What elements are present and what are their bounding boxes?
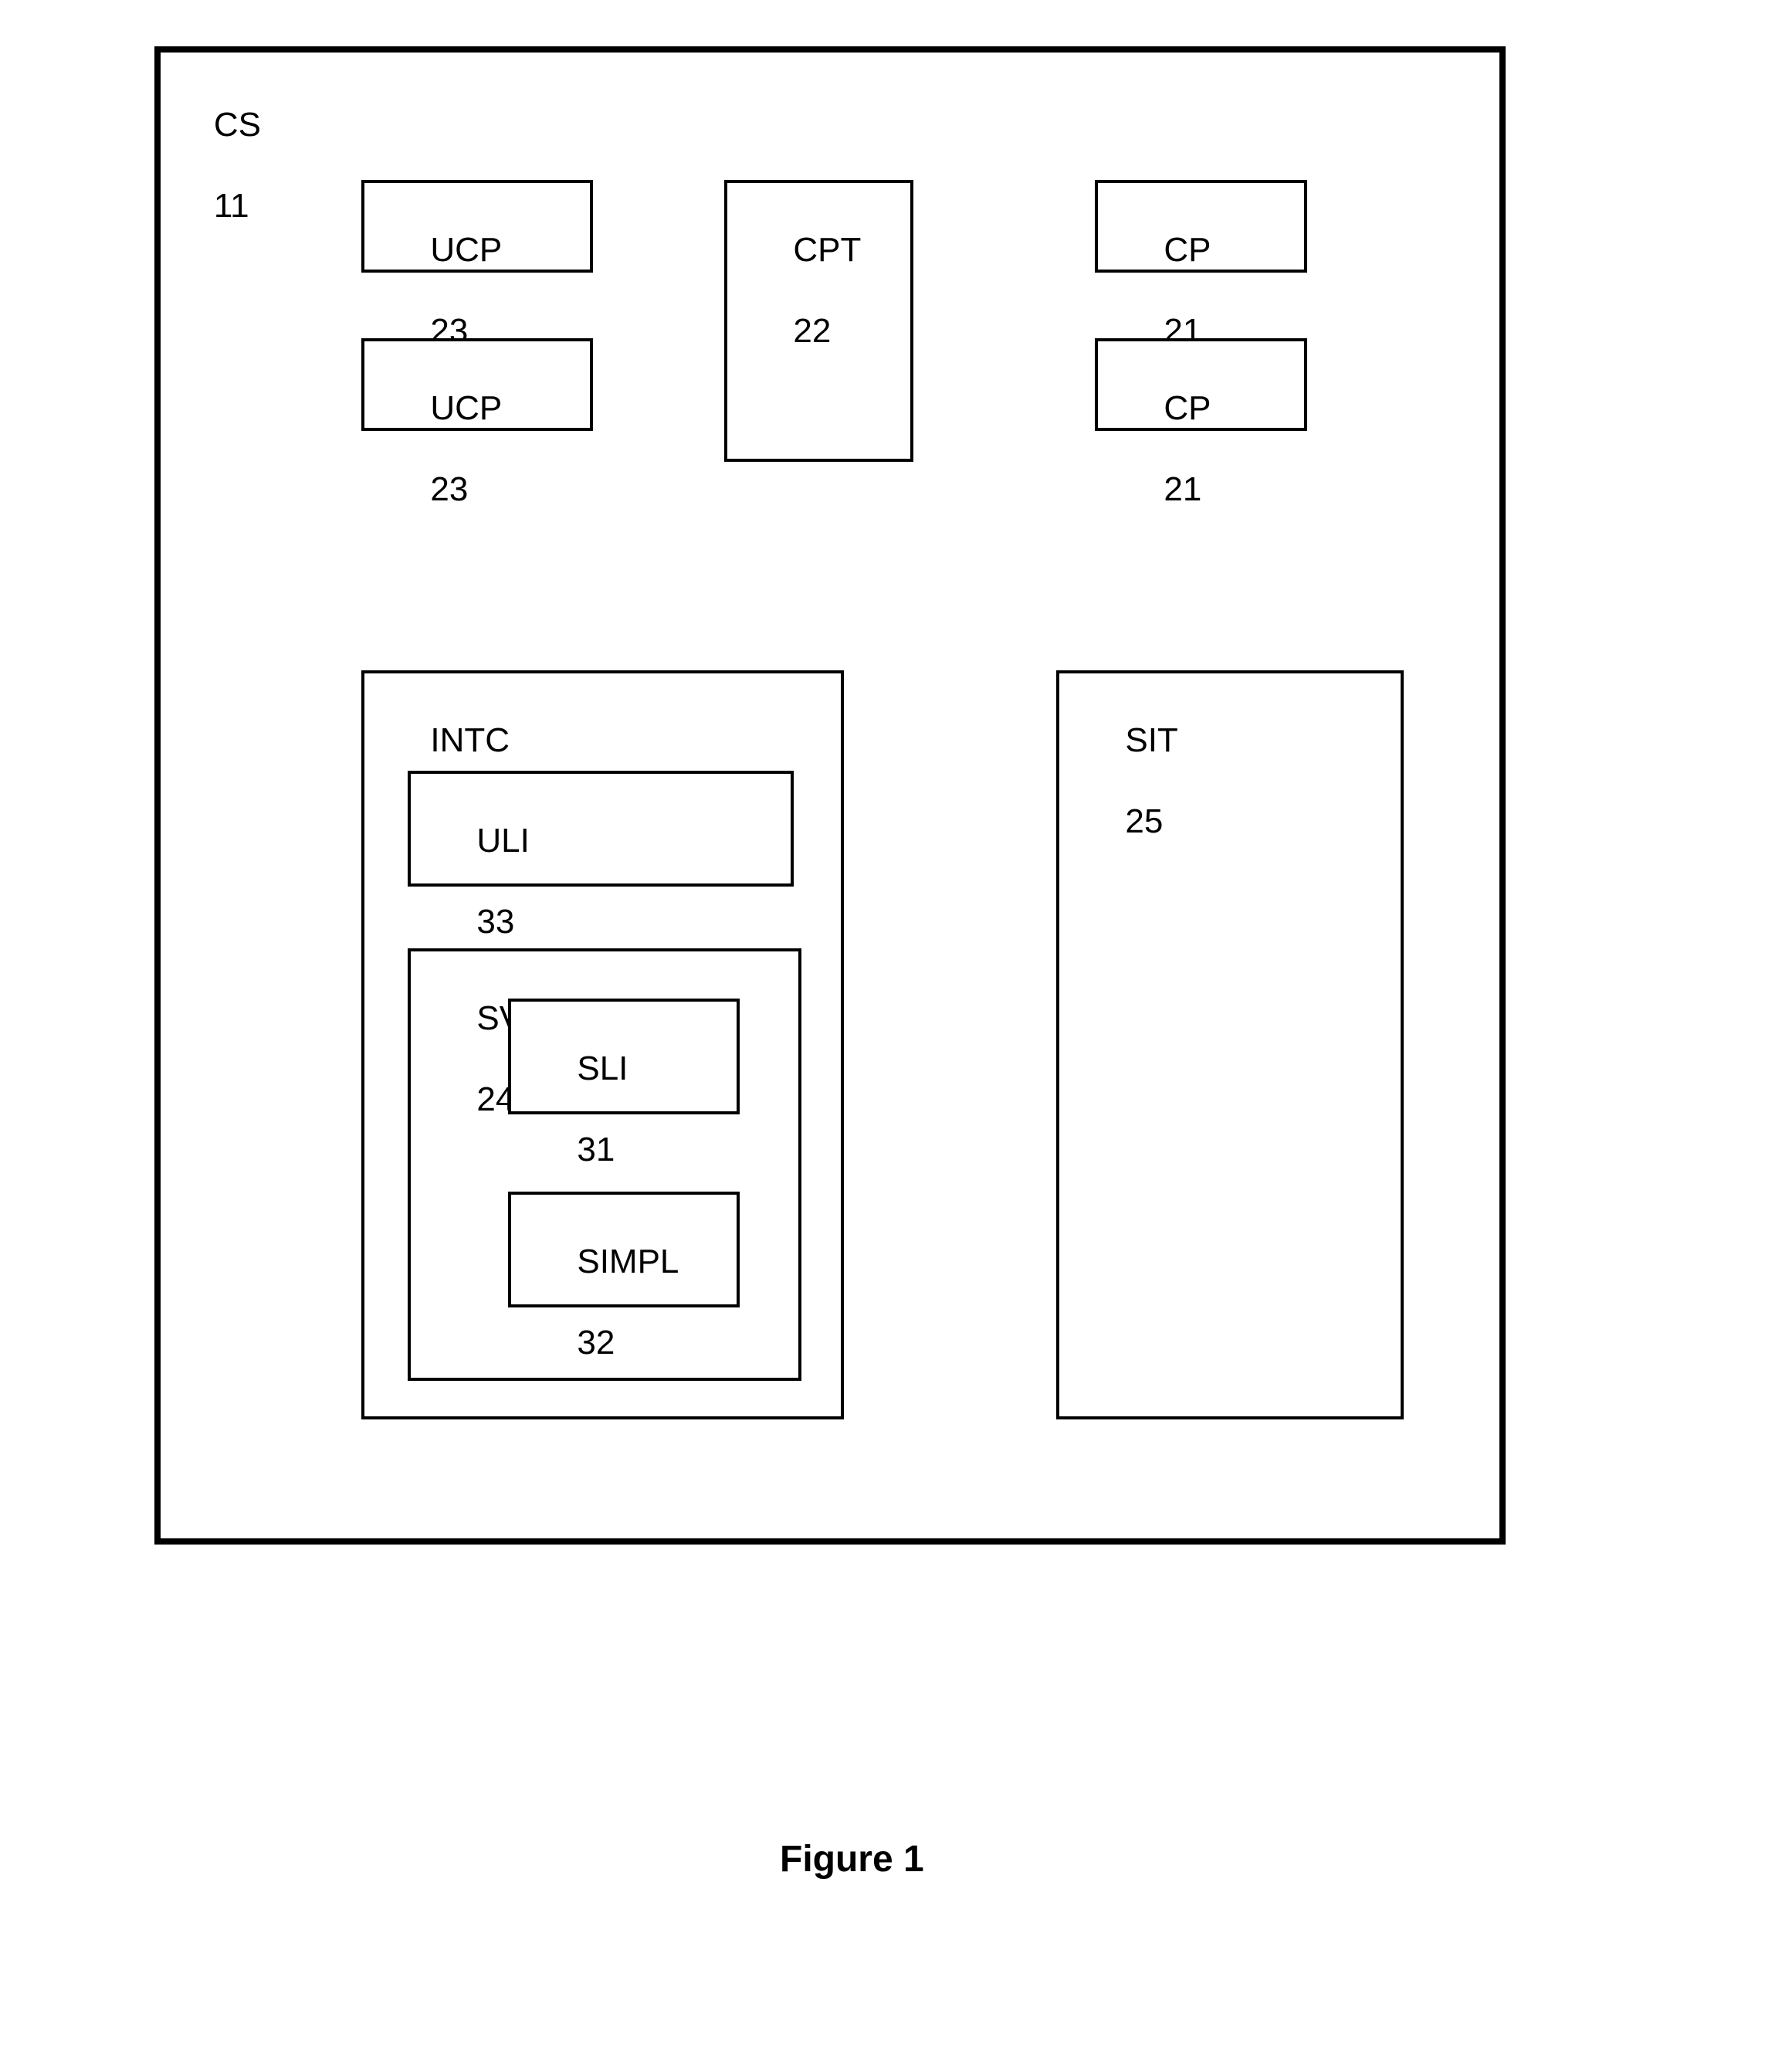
box-cp1: CP 21: [1095, 180, 1307, 273]
box-sli: SLI 31: [508, 999, 740, 1114]
box-ucp1: UCP 23: [361, 180, 593, 273]
box-sit-line1: SIT: [1125, 721, 1177, 759]
box-sit: SIT 25: [1056, 670, 1404, 1419]
box-ucp1-line1: UCP: [430, 231, 502, 269]
box-intc-line1: INTC: [430, 721, 510, 759]
outer-label: CS 11: [176, 64, 261, 268]
box-simpl-line1: SIMPL: [577, 1243, 679, 1280]
box-simpl-line2: 32: [577, 1324, 615, 1362]
figure-caption: Figure 1: [780, 1838, 924, 1880]
outer-container: CS 11 UCP 23 UCP 23 CPT 22 CP 21 CP 21: [154, 46, 1506, 1545]
box-uli: ULI 33: [408, 771, 794, 887]
box-uli-line1: ULI: [476, 822, 529, 860]
box-cp2-line2: 21: [1164, 470, 1201, 508]
box-cp2: CP 21: [1095, 338, 1307, 431]
outer-label-line2: 11: [214, 187, 249, 225]
box-simpl: SIMPL 32: [508, 1192, 740, 1307]
box-ucp2-line2: 23: [430, 470, 468, 508]
box-sli-line2: 31: [577, 1131, 615, 1168]
box-ucp2-line1: UCP: [430, 389, 502, 427]
box-cpt: CPT 22: [724, 180, 913, 462]
box-cpt-line1: CPT: [793, 231, 861, 269]
box-ucp2: UCP 23: [361, 338, 593, 431]
box-cpt-line2: 22: [793, 312, 831, 350]
box-cp1-line1: CP: [1164, 231, 1211, 269]
outer-label-line1: CS: [214, 106, 261, 144]
box-sli-line1: SLI: [577, 1050, 628, 1087]
box-uli-line2: 33: [476, 903, 514, 941]
box-sit-line2: 25: [1125, 802, 1163, 840]
box-cp2-line1: CP: [1164, 389, 1211, 427]
